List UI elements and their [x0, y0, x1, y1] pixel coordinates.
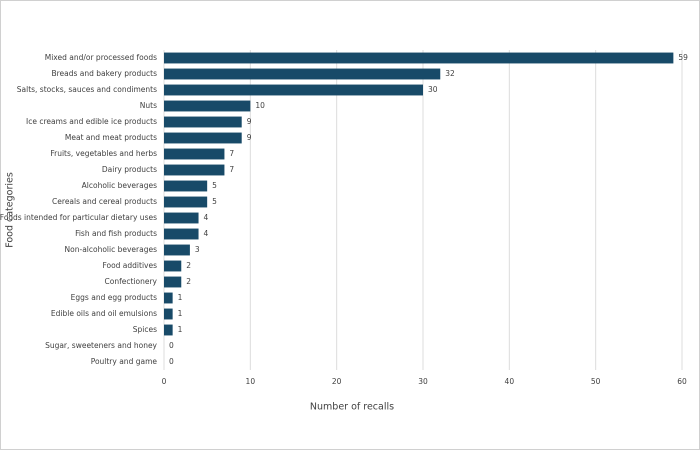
bar — [164, 196, 208, 208]
bar — [164, 228, 199, 240]
data-label: 5 — [212, 181, 217, 190]
y-axis-title: Food categories — [5, 172, 16, 248]
y-tick-label: Mixed and/or processed foods — [45, 53, 157, 62]
bar — [164, 292, 173, 304]
data-label: 10 — [255, 101, 265, 110]
bar — [164, 260, 182, 272]
bar — [164, 308, 173, 320]
x-tick-label: 60 — [677, 377, 687, 386]
bar — [164, 68, 441, 80]
data-label: 5 — [212, 197, 217, 206]
data-label: 3 — [195, 245, 200, 254]
data-label: 32 — [445, 69, 455, 78]
data-label: 1 — [178, 293, 183, 302]
data-label: 2 — [186, 277, 191, 286]
data-label: 1 — [178, 309, 183, 318]
bar — [164, 148, 225, 160]
x-tick-label: 10 — [246, 377, 256, 386]
y-tick-label: Edible oils and oil emulsions — [51, 309, 157, 318]
y-tick-label: Alcoholic beverages — [82, 181, 157, 190]
data-label: 1 — [178, 325, 183, 334]
data-label: 0 — [169, 357, 174, 366]
y-tick-label: Eggs and egg products — [71, 293, 157, 302]
y-tick-label: Sugar, sweeteners and honey — [45, 341, 157, 350]
bar — [164, 164, 225, 176]
y-tick-label: Meat and meat products — [65, 133, 157, 142]
y-tick-label: Salts, stocks, sauces and condiments — [17, 85, 157, 94]
data-label: 9 — [247, 133, 252, 142]
y-tick-label: Ice creams and edible ice products — [26, 117, 157, 126]
data-label: 0 — [169, 341, 174, 350]
y-tick-label: Foods intended for particular dietary us… — [0, 213, 157, 222]
x-tick-label: 0 — [162, 377, 167, 386]
y-tick-label: Cereals and cereal products — [52, 197, 157, 206]
data-label: 7 — [229, 165, 234, 174]
data-label: 9 — [247, 117, 252, 126]
bar — [164, 132, 242, 144]
data-label: 2 — [186, 261, 191, 270]
bar — [164, 180, 208, 192]
bar — [164, 52, 674, 64]
y-tick-label: Confectionery — [105, 277, 158, 286]
y-tick-label: Food additives — [102, 261, 157, 270]
data-label: 30 — [428, 85, 438, 94]
bar — [164, 244, 190, 256]
y-tick-label: Nuts — [140, 101, 157, 110]
x-axis-title: Number of recalls — [310, 402, 394, 413]
y-tick-label: Non-alcoholic beverages — [65, 245, 158, 254]
x-tick-label: 30 — [418, 377, 428, 386]
y-tick-label: Spices — [133, 325, 157, 334]
x-tick-label: 20 — [332, 377, 342, 386]
bar — [164, 84, 423, 96]
x-tick-label: 50 — [591, 377, 601, 386]
bar — [164, 212, 199, 224]
data-label: 4 — [204, 213, 209, 222]
y-tick-label: Breads and bakery products — [51, 69, 157, 78]
y-tick-label: Fish and fish products — [75, 229, 157, 238]
data-label: 7 — [229, 149, 234, 158]
bar — [164, 276, 182, 288]
data-label: 4 — [204, 229, 209, 238]
y-tick-label: Fruits, vegetables and herbs — [50, 149, 157, 158]
bar — [164, 116, 242, 128]
bar — [164, 100, 251, 112]
y-tick-label: Dairy products — [102, 165, 157, 174]
data-label: 59 — [678, 53, 688, 62]
y-tick-label: Poultry and game — [91, 357, 158, 366]
x-tick-label: 40 — [505, 377, 515, 386]
bar — [164, 324, 173, 336]
